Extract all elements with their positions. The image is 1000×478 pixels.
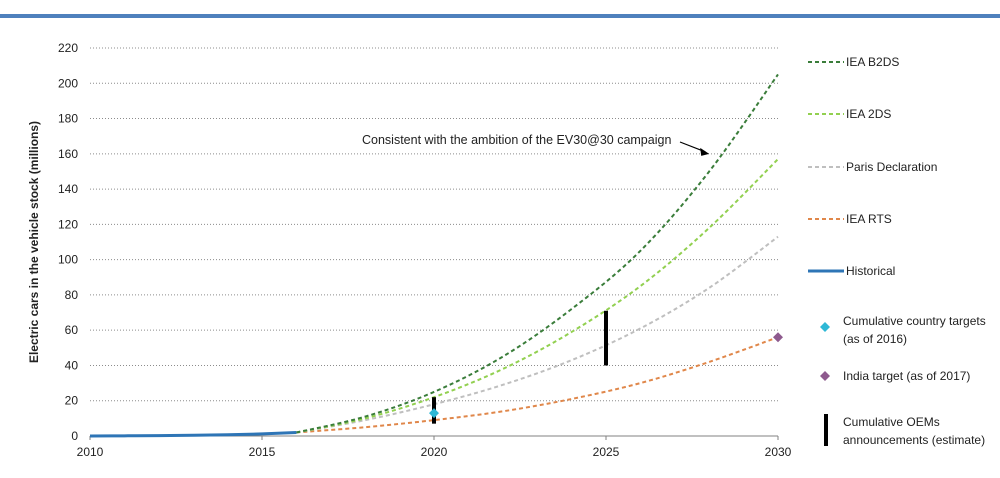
y-tick-label: 20 (65, 394, 79, 408)
y-tick-label: 140 (58, 182, 78, 196)
legend-label-cumulative-country-targets-as-of-2016: Cumulative country targets (843, 314, 986, 328)
series-line-iea-2ds (296, 158, 779, 434)
annotation-text: Consistent with the ambition of the EV30… (362, 133, 671, 147)
legend-label-cumulative-oems-announcements-estimate: Cumulative OEMs (843, 415, 940, 429)
legend-label-paris-declaration: Paris Declaration (846, 160, 937, 174)
diamond-marker (429, 408, 439, 419)
x-tick-label: 2030 (765, 445, 792, 459)
legend-label-cumulative-oems-announcements-estimate: announcements (estimate) (843, 433, 985, 447)
y-tick-label: 120 (58, 217, 78, 231)
y-tick-label: 180 (58, 112, 78, 126)
legend-swatch-india-target-as-of-2017 (820, 371, 830, 381)
header-accent-bar (0, 14, 1000, 18)
series-line-iea-rts (296, 336, 779, 434)
y-tick-label: 60 (65, 323, 79, 337)
chart-annotation: Consistent with the ambition of the EV30… (362, 133, 710, 156)
chart-series (89, 73, 779, 438)
series-line-historical (89, 430, 297, 438)
legend-label-iea-b2ds: IEA B2DS (846, 55, 899, 69)
y-tick-label: 160 (58, 147, 78, 161)
series-line-paris-declaration (296, 235, 779, 434)
chart-axes: 0 20 40 60 80 100 120 140 160 180 200 220 2010 2015 20… (27, 41, 792, 459)
series-line-iea-b2ds (296, 73, 779, 434)
y-tick-label: 100 (58, 253, 78, 267)
x-tick-label: 2015 (249, 445, 276, 459)
annotation-arrowhead (700, 147, 710, 156)
x-tick-label: 2025 (593, 445, 620, 459)
x-tick-label: 2020 (421, 445, 448, 459)
legend-label-india-target-as-of-2017: India target (as of 2017) (843, 369, 970, 383)
legend-label-cumulative-country-targets-as-of-2016: (as of 2016) (843, 332, 907, 346)
legend-swatch-cumulative-country-targets-as-of-2016 (820, 322, 830, 332)
y-tick-label: 40 (65, 358, 79, 372)
diamond-marker (773, 332, 783, 343)
y-tick-label: 200 (58, 76, 78, 90)
chart-legend: IEA B2DS IEA 2DS Paris Declaration IEA RTS H… (808, 55, 986, 447)
y-axis-title: Electric cars in the vehicle stock (mill… (27, 121, 41, 363)
x-tick-label: 2010 (77, 445, 104, 459)
chart-markers (429, 310, 783, 424)
legend-label-iea-2ds: IEA 2DS (846, 107, 891, 121)
chart-gridlines (90, 47, 778, 402)
y-tick-label: 80 (65, 288, 79, 302)
legend-label-iea-rts: IEA RTS (846, 212, 892, 226)
legend-label-historical: Historical (846, 264, 895, 278)
y-tick-label: 0 (71, 429, 78, 443)
y-tick-label: 220 (58, 41, 78, 55)
